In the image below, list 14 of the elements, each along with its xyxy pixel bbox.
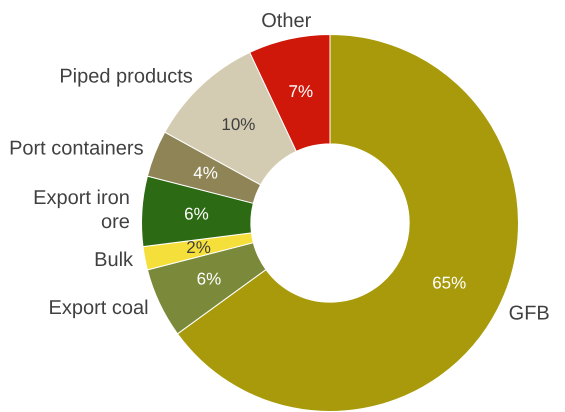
slice-label: Other — [261, 10, 312, 32]
data-label: 7% — [288, 82, 314, 102]
slice-label: Export coal — [48, 296, 149, 319]
slice-label: GFB — [508, 302, 550, 325]
data-label: 10% — [221, 115, 256, 134]
data-label: 6% — [196, 270, 222, 289]
slice-label: Port containers — [9, 138, 144, 160]
slice-label: Piped products — [59, 65, 193, 88]
data-label: 2% — [186, 238, 211, 257]
slice-label: Bulk — [94, 249, 134, 272]
data-label: 65% — [432, 273, 466, 292]
slice-label: Export iron ore — [33, 186, 130, 233]
data-label: 4% — [193, 163, 218, 182]
data-label: 6% — [184, 204, 209, 224]
